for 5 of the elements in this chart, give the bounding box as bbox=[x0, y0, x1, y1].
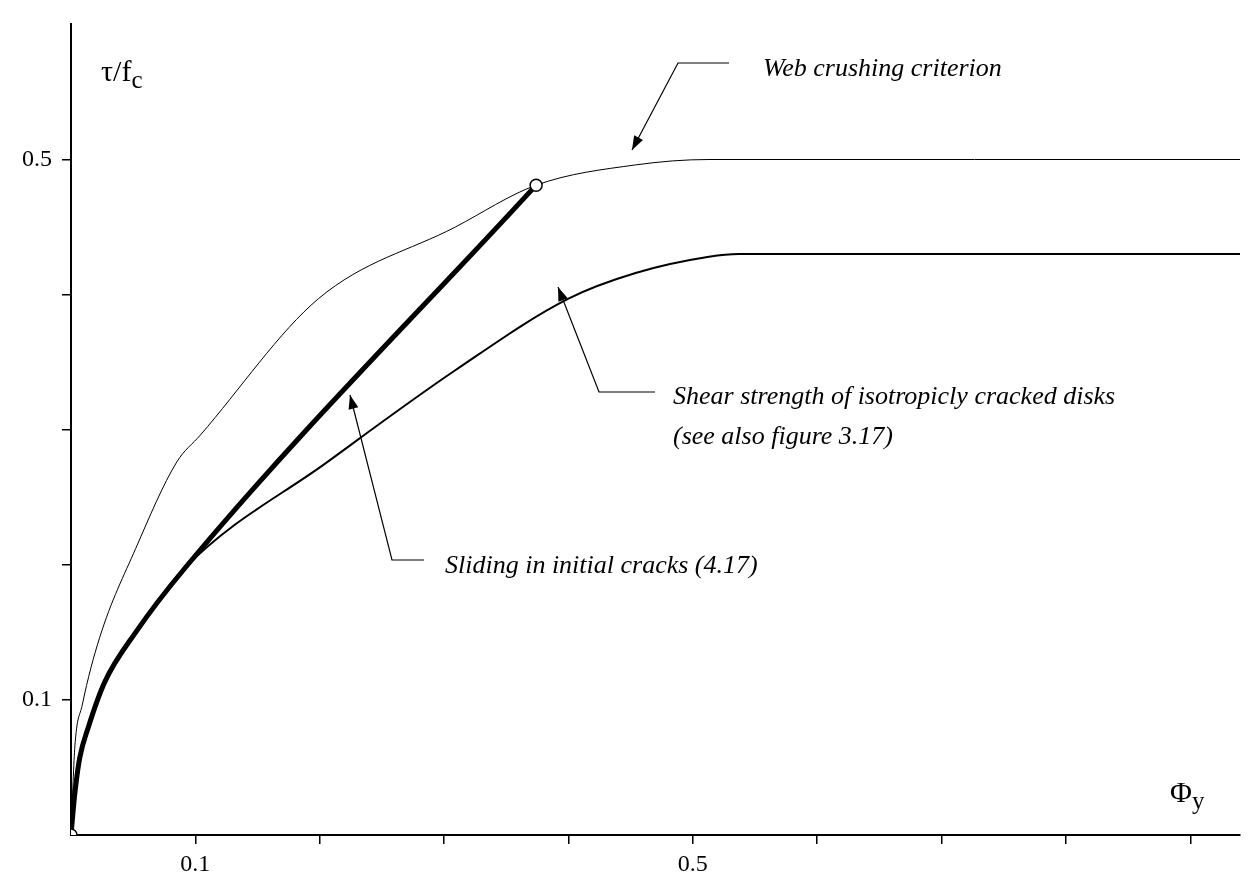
annotation: Shear strength of isotropicly cracked disks (see also figure 3.17) bbox=[673, 380, 1117, 452]
annotation: Web crushing criterion bbox=[763, 52, 1003, 84]
x-axis-title: Φ$_{y}$ bbox=[1170, 775, 1205, 815]
annotation: Sliding in initial cracks (4.17) bbox=[445, 549, 759, 581]
y-axis-title: τ/f$_{c}$ bbox=[101, 54, 143, 95]
